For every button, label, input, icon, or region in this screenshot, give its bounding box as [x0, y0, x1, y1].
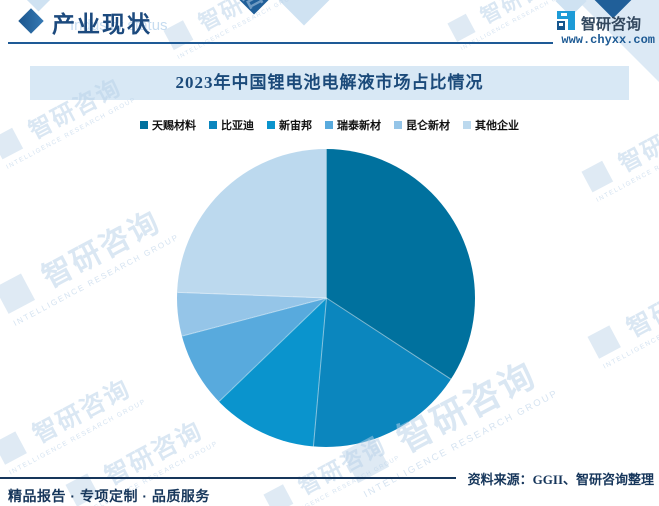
legend-marker: [140, 121, 148, 129]
legend-marker: [463, 121, 471, 129]
watermark-logo-icon: [581, 160, 613, 193]
legend-label: 其他企业: [475, 120, 519, 132]
pie-slice-separator: [218, 297, 327, 402]
chart-title-bar: 2023年中国锂电池电解液市场占比情况: [30, 66, 629, 100]
legend-marker: [267, 121, 275, 129]
brand-logo-icon: [556, 11, 576, 31]
brand-url: www.chyxx.com: [561, 33, 655, 47]
legend-marker: [394, 121, 402, 129]
pie-chart: [177, 149, 475, 447]
watermark-brand-text: 智研咨询: [99, 415, 208, 491]
watermark-subtitle-text: INTELLIGENCE RESEARCH GROUP: [5, 96, 138, 171]
watermark-logo-icon: [587, 324, 621, 359]
footer-slogan: 精品报告 · 专项定制 · 品质服务: [8, 488, 210, 504]
legend-item: 天赐材料: [140, 117, 196, 133]
watermark-brand-text: 智研咨询: [27, 373, 136, 449]
legend-item: 昆仑新材: [394, 117, 450, 133]
section-diamond-icon: [18, 8, 44, 34]
legend-label: 昆仑新材: [406, 120, 450, 132]
pie-slice-separator: [325, 149, 327, 298]
watermark-subtitle-text: INTELLIGENCE RESEARCH GROUP: [276, 454, 402, 506]
legend-item: 瑞泰新材: [325, 117, 381, 133]
watermark-subtitle-text: INTELLIGENCE RESEARCH GROUP: [8, 398, 148, 477]
legend-item: 新宙邦: [267, 117, 312, 133]
watermark-brand-text: 智研咨询: [621, 267, 659, 343]
pie-slice-separator: [177, 291, 327, 299]
watermark-subtitle-text: INTELLIGENCE RESEARCH GROUP: [12, 233, 181, 329]
watermark-subtitle-text: INTELLIGENCE RESEARCH GROUP: [602, 292, 659, 371]
watermark-logo-icon: [263, 483, 294, 506]
watermark-logo-icon: [0, 272, 35, 314]
section-title: 产业现状: [52, 12, 152, 37]
legend-label: 新宙邦: [279, 120, 312, 132]
brand-name: 智研咨询: [581, 16, 642, 33]
header: Industry status 产业现状 智研咨询 www.chyxx.com: [0, 0, 659, 50]
watermark-logo-icon: [0, 430, 27, 465]
legend-item: 其他企业: [463, 117, 519, 133]
legend-item: 比亚迪: [209, 117, 254, 133]
chart-legend: 天赐材料 比亚迪 新宙邦 瑞泰新材 昆仑新材 其他企业: [0, 117, 659, 133]
data-source: 资料来源：GGII、智研咨询整理: [467, 472, 654, 487]
header-watermark-text: Industry status: [70, 17, 168, 34]
legend-marker: [209, 121, 217, 129]
watermark-brand-text: 智研咨询: [614, 106, 659, 178]
chart-title: 2023年中国锂电池电解液市场占比情况: [175, 73, 484, 92]
legend-label: 比亚迪: [221, 120, 254, 132]
watermark-subtitle-text: INTELLIGENCE RESEARCH GROUP: [595, 129, 659, 204]
watermark-brand-text: 智研咨询: [36, 203, 167, 295]
legend-marker: [325, 121, 333, 129]
pie-slice-separator: [325, 297, 452, 380]
legend-label: 天赐材料: [152, 120, 196, 132]
pie-slice-separator: [312, 297, 327, 447]
footer-divider: [0, 477, 456, 479]
legend-label: 瑞泰新材: [337, 120, 381, 132]
header-divider: [8, 42, 553, 44]
